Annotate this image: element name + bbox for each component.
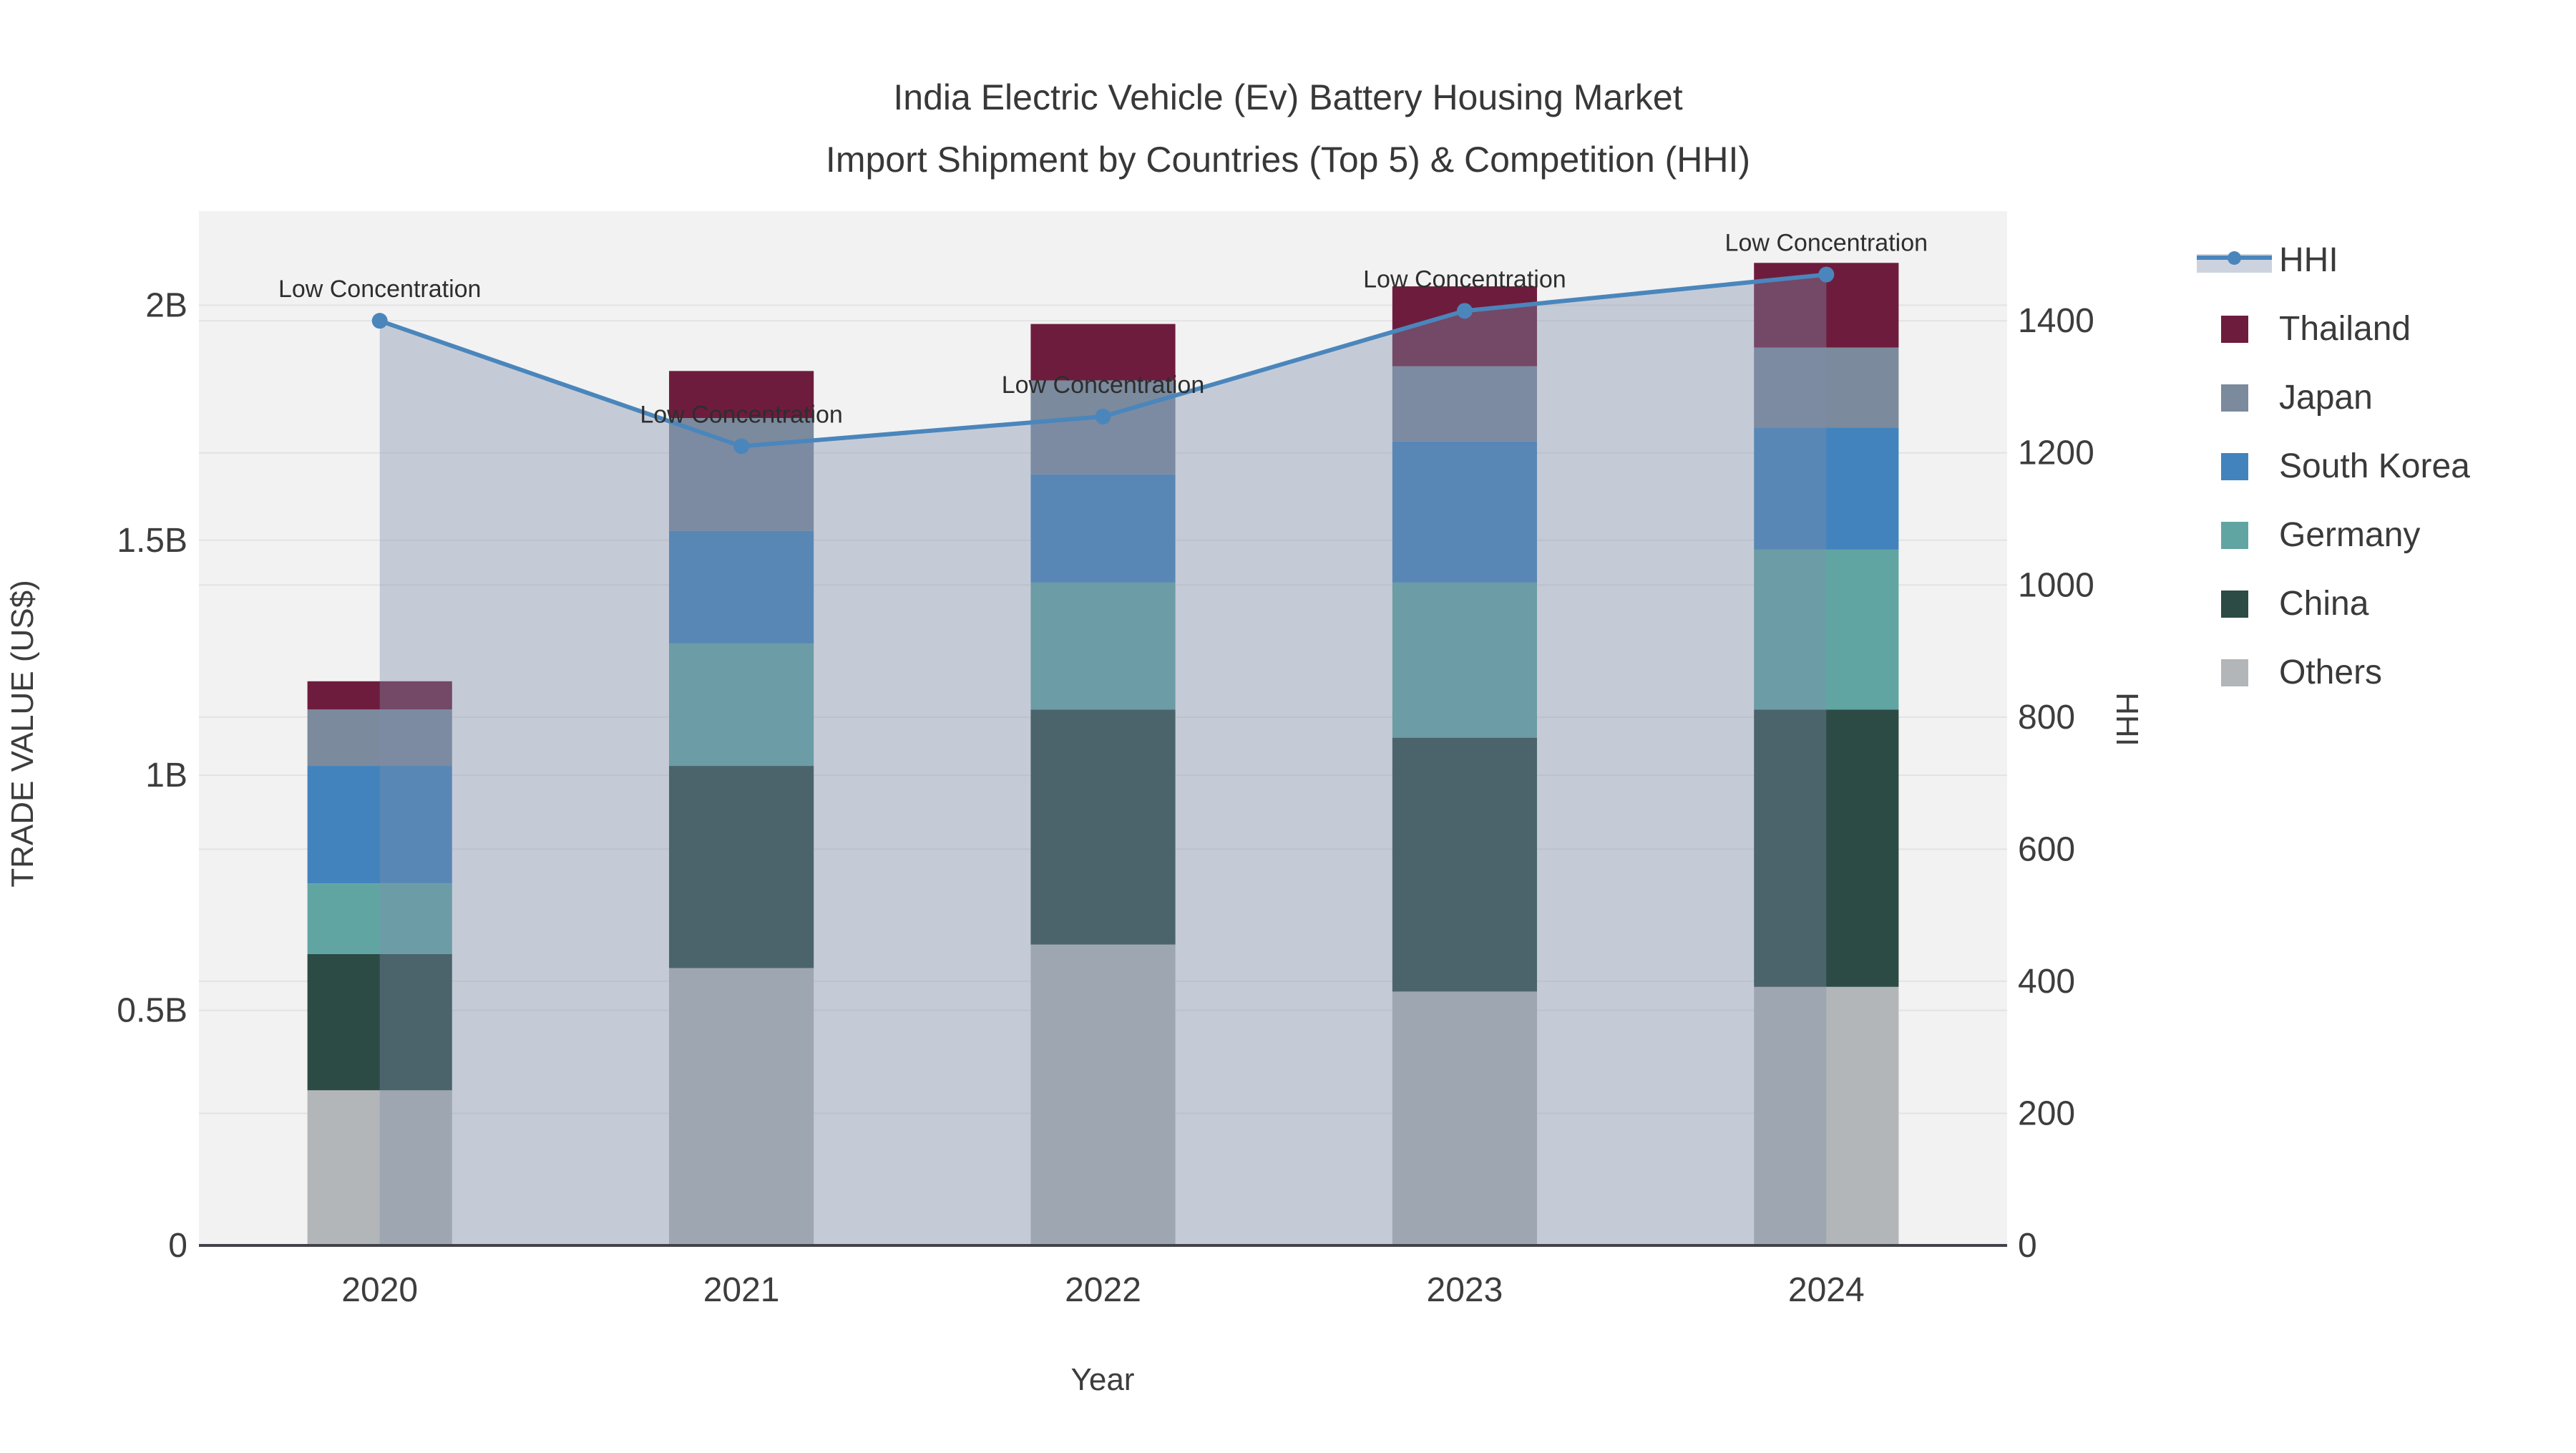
bar-segment-others-2023[interactable] xyxy=(1392,991,1537,1245)
hhi-marker-2024[interactable] xyxy=(1818,266,1835,283)
legend-swatch-china xyxy=(2197,585,2272,623)
bar-segment-south-korea-2020[interactable] xyxy=(307,766,452,884)
bar-segment-japan-2022[interactable] xyxy=(1030,380,1176,475)
bar-segment-germany-2022[interactable] xyxy=(1030,582,1176,710)
right-tick-200: 200 xyxy=(2018,1094,2075,1132)
hhi-marker-2022[interactable] xyxy=(1095,408,1111,424)
annotation-low-concentration: Low Concentration xyxy=(1725,230,1928,257)
left-tick-0.5B: 0.5B xyxy=(117,992,187,1030)
bar-segment-germany-2024[interactable] xyxy=(1754,549,1899,710)
hhi-area-fill xyxy=(379,274,1827,1245)
left-tick-labels: 0 0.5B 1B 1.5B 2B xyxy=(117,286,187,1265)
bar-segment-south-korea-2023[interactable] xyxy=(1392,441,1537,583)
legend-swatch-south-korea xyxy=(2197,448,2272,485)
right-axis-title: HHI xyxy=(2109,692,2145,747)
hhi-line-icon xyxy=(2197,242,2272,279)
annotation-low-concentration: Low Concentration xyxy=(640,401,843,428)
left-tick-0: 0 xyxy=(168,1227,187,1265)
right-tick-600: 600 xyxy=(2018,830,2075,868)
bar-segment-south-korea-2024[interactable] xyxy=(1754,427,1899,550)
annotations: Low Concentration Low Concentration Low Co… xyxy=(278,230,1928,429)
bar-segment-south-korea-2021[interactable] xyxy=(669,530,814,644)
legend-item-china[interactable]: China xyxy=(2197,585,2470,623)
hhi-marker-2020[interactable] xyxy=(371,313,388,329)
bar-segment-south-korea-2022[interactable] xyxy=(1030,474,1176,583)
x-tick-labels: 2020 2021 2022 2023 2024 xyxy=(341,1271,1864,1309)
bar-segment-thailand-2020[interactable] xyxy=(307,681,452,710)
x-tick-2024: 2024 xyxy=(1788,1271,1865,1309)
annotation-low-concentration: Low Concentration xyxy=(278,276,482,303)
legend-item-hhi[interactable]: HHI xyxy=(2197,242,2470,279)
legend-swatch-thailand xyxy=(2197,311,2272,348)
right-tick-labels: 0 200 400 600 800 1000 1200 1400 xyxy=(2018,302,2094,1265)
legend: HHI Thailand Japan South Korea Germany China O… xyxy=(2197,242,2470,691)
legend-swatch-japan xyxy=(2197,379,2272,417)
bar-segment-china-2024[interactable] xyxy=(1754,709,1899,987)
chart-title-line2: Import Shipment by Countries (Top 5) & C… xyxy=(826,140,1750,180)
legend-label: Thailand xyxy=(2279,310,2411,348)
legend-swatch-others xyxy=(2197,654,2272,691)
bar-segment-china-2020[interactable] xyxy=(307,953,452,1091)
bar-segment-japan-2021[interactable] xyxy=(669,418,814,531)
hhi-markers xyxy=(371,266,1835,455)
legend-label: Japan xyxy=(2279,379,2373,417)
right-tick-1400: 1400 xyxy=(2018,302,2094,340)
right-tick-1000: 1000 xyxy=(2018,566,2094,604)
legend-label: Germany xyxy=(2279,516,2421,554)
x-tick-2023: 2023 xyxy=(1427,1271,1503,1309)
bar-segment-china-2021[interactable] xyxy=(669,766,814,968)
x-tick-2020: 2020 xyxy=(341,1271,418,1309)
bar-segment-thailand-2021[interactable] xyxy=(669,371,814,418)
bar-segment-others-2022[interactable] xyxy=(1030,944,1176,1245)
bar-segment-others-2024[interactable] xyxy=(1754,986,1899,1245)
x-tick-2022: 2022 xyxy=(1065,1271,1141,1309)
right-tick-0: 0 xyxy=(2018,1227,2037,1265)
annotation-low-concentration: Low Concentration xyxy=(1363,266,1566,293)
legend-item-others[interactable]: Others xyxy=(2197,654,2470,691)
legend-swatch-germany xyxy=(2197,517,2272,554)
right-tick-400: 400 xyxy=(2018,963,2075,1001)
legend-item-germany[interactable]: Germany xyxy=(2197,517,2470,554)
hhi-marker-2021[interactable] xyxy=(733,438,750,455)
legend-label: South Korea xyxy=(2279,447,2470,485)
bar-segment-japan-2020[interactable] xyxy=(307,709,452,767)
right-tick-1200: 1200 xyxy=(2018,434,2094,472)
x-tick-2021: 2021 xyxy=(703,1271,780,1309)
bar-segment-germany-2023[interactable] xyxy=(1392,582,1537,738)
left-tick-1.5B: 1.5B xyxy=(117,522,187,560)
bar-segment-japan-2023[interactable] xyxy=(1392,366,1537,442)
chart-title-line1: India Electric Vehicle (Ev) Battery Hous… xyxy=(893,77,1682,117)
x-axis-title: Year xyxy=(1071,1362,1135,1397)
bar-segment-germany-2021[interactable] xyxy=(669,643,814,767)
right-tick-800: 800 xyxy=(2018,699,2075,737)
left-axis-title: TRADE VALUE (US$) xyxy=(5,580,40,888)
bar-segment-china-2023[interactable] xyxy=(1392,737,1537,992)
legend-item-thailand[interactable]: Thailand xyxy=(2197,311,2470,348)
left-tick-1B: 1B xyxy=(145,757,187,794)
legend-item-south-korea[interactable]: South Korea xyxy=(2197,448,2470,485)
annotation-low-concentration: Low Concentration xyxy=(1002,371,1205,399)
stacked-bars xyxy=(307,263,1899,1245)
bar-segment-others-2020[interactable] xyxy=(307,1090,452,1245)
bar-segment-germany-2020[interactable] xyxy=(307,883,452,954)
legend-label: China xyxy=(2279,585,2369,623)
bar-segment-thailand-2022[interactable] xyxy=(1030,324,1176,381)
hhi-marker-2023[interactable] xyxy=(1456,303,1473,319)
legend-item-japan[interactable]: Japan xyxy=(2197,379,2470,417)
bar-segment-japan-2024[interactable] xyxy=(1754,347,1899,428)
bar-segment-others-2021[interactable] xyxy=(669,968,814,1245)
bar-segment-china-2022[interactable] xyxy=(1030,709,1176,945)
legend-label: Others xyxy=(2279,653,2383,691)
legend-label: HHI xyxy=(2279,241,2338,279)
left-tick-2B: 2B xyxy=(145,286,187,324)
